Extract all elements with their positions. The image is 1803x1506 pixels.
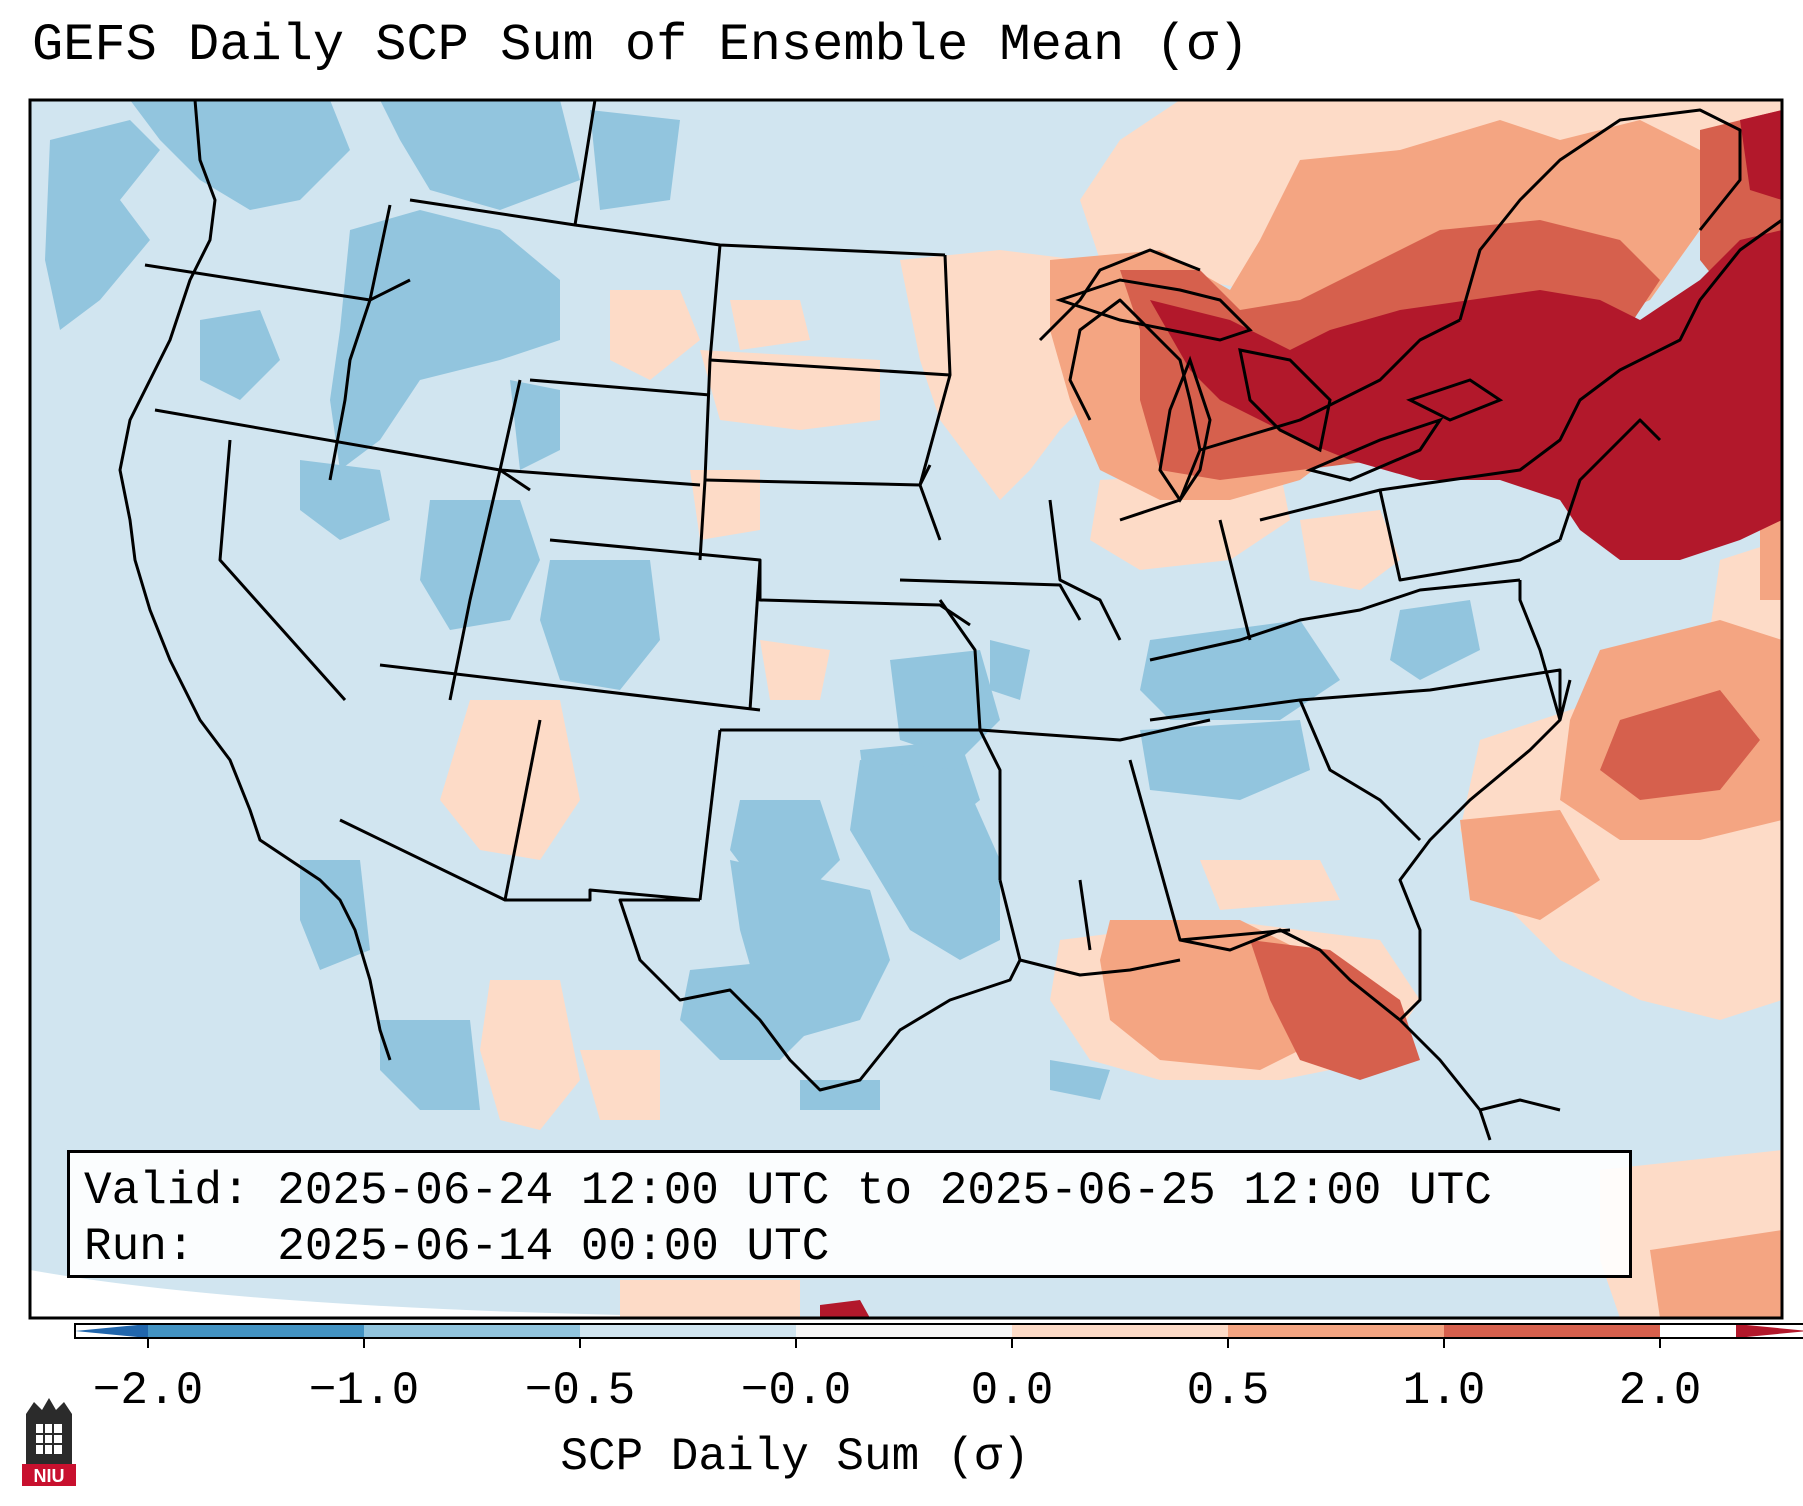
colorbar-tick-label: 0.5 (1186, 1365, 1270, 1417)
projection-edge (30, 1270, 900, 1318)
great-lakes (1055, 278, 1504, 503)
colorbar-bin (364, 1324, 580, 1338)
colorbar-bin (1444, 1324, 1660, 1338)
run-time-text: Run: 2025-06-14 00:00 UTC (84, 1221, 830, 1273)
colorbar-bin (148, 1324, 364, 1338)
colorbar-tick-label: −2.0 (92, 1365, 204, 1417)
state-borders (118, 100, 1782, 1141)
logo-window (36, 1424, 62, 1454)
valid-time-text: Valid: 2025-06-24 12:00 UTC to 2025-06-2… (84, 1165, 1492, 1217)
colorbar (74, 1323, 1803, 1348)
colorbar-bin (580, 1324, 796, 1338)
map-title: GEFS Daily SCP Sum of Ensemble Mean (σ) (32, 16, 1249, 75)
colorbar-tick-label: −0.0 (740, 1365, 852, 1417)
colorbar-tick-label: −1.0 (308, 1365, 420, 1417)
map-area[interactable] (30, 100, 1782, 1318)
colorbar-bin (1012, 1324, 1228, 1338)
anomaly-pos-extreme (820, 110, 1782, 1318)
colorbar-tick-label: 0.0 (970, 1365, 1054, 1417)
niu-logo: NIU (22, 1398, 76, 1486)
colorbar-ticks (147, 1338, 1661, 1348)
colorbar-tick-label: 1.0 (1402, 1365, 1486, 1417)
logo-text: NIU (34, 1466, 65, 1486)
colorbar-label: SCP Daily Sum (σ) (560, 1431, 1030, 1483)
colorbar-bins (148, 1324, 1660, 1338)
colorbar-over-arrow (1736, 1324, 1803, 1338)
info-box: Valid: 2025-06-24 12:00 UTC to 2025-06-2… (67, 1150, 1632, 1278)
anomaly-neg-moderate (45, 100, 1480, 1110)
map-frame (28, 98, 1784, 1320)
colorbar-outline (74, 1323, 1803, 1339)
logo-banner (22, 1464, 76, 1486)
colorbar-tick-label: −0.5 (524, 1365, 636, 1417)
colorbar-bin (1228, 1324, 1444, 1338)
colorbar-under-arrow (75, 1324, 148, 1338)
colorbar-bin (796, 1324, 1012, 1338)
colorbar-tick-label: 2.0 (1618, 1365, 1702, 1417)
